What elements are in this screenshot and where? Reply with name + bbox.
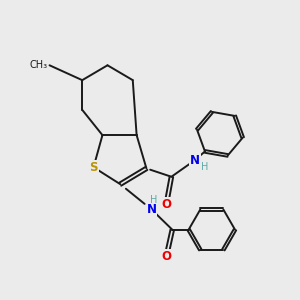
Text: O: O [161,198,171,211]
Text: N: N [146,203,157,216]
Text: S: S [89,161,98,174]
Text: N: N [190,154,200,167]
Text: O: O [161,250,171,263]
Text: H: H [150,195,158,205]
Text: H: H [201,162,209,172]
Text: CH₃: CH₃ [29,60,47,70]
